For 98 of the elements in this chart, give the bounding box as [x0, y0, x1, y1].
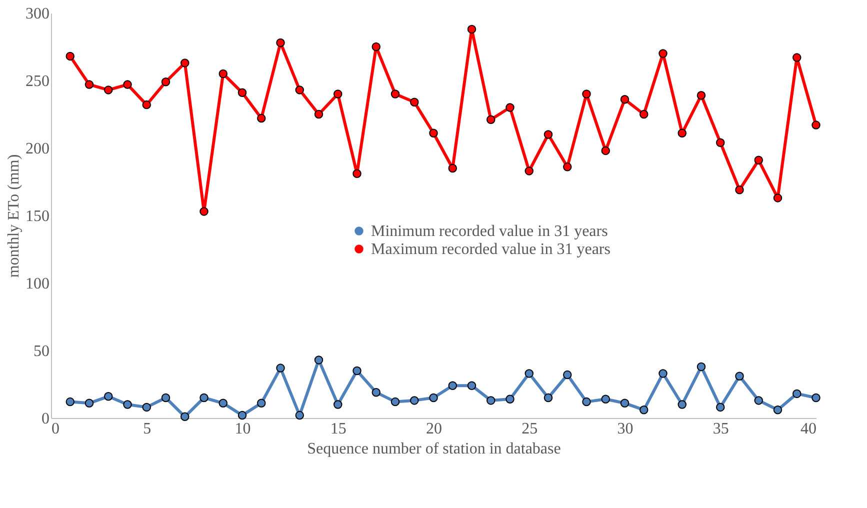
point	[334, 90, 342, 98]
y-tick-label: 250	[26, 73, 50, 90]
point	[276, 364, 285, 372]
point	[314, 356, 324, 364]
point	[276, 38, 285, 48]
point	[104, 392, 113, 401]
y-tick-label: 150	[26, 208, 50, 225]
point	[696, 362, 706, 372]
point	[792, 53, 802, 62]
y-tick-label: 200	[26, 140, 50, 158]
x-tick-label: 15	[330, 420, 346, 438]
point	[257, 114, 266, 123]
point	[161, 393, 170, 402]
x-tick-label: 5	[143, 420, 152, 438]
point	[200, 393, 208, 402]
point	[410, 98, 419, 106]
point	[295, 86, 304, 94]
point	[372, 388, 380, 397]
point	[352, 169, 362, 178]
point	[486, 396, 496, 405]
point	[620, 398, 630, 408]
point	[678, 128, 686, 138]
point	[544, 130, 553, 139]
point	[161, 77, 170, 86]
x-tick-label: 10	[234, 420, 251, 438]
point	[372, 42, 380, 52]
point	[601, 146, 610, 156]
point	[123, 80, 132, 89]
point	[429, 128, 438, 138]
point	[467, 24, 476, 34]
x-tick-label: 25	[522, 420, 538, 438]
x-axis-title: Sequence number of station in database	[307, 440, 561, 458]
point	[486, 115, 496, 124]
point	[735, 372, 744, 381]
point	[773, 194, 782, 202]
point	[352, 366, 362, 376]
point	[104, 86, 113, 94]
point	[696, 90, 706, 100]
point	[448, 164, 457, 173]
point	[295, 410, 304, 420]
y-tick-label: 100	[26, 276, 50, 292]
point	[334, 400, 342, 409]
point	[180, 58, 190, 68]
point	[524, 369, 534, 378]
point	[467, 381, 476, 390]
x-tick-label: 20	[426, 420, 442, 438]
legend-label: Minimum recorded value in 31 years	[371, 223, 608, 240]
point	[640, 406, 648, 414]
point	[142, 402, 151, 412]
point	[678, 400, 686, 409]
point	[620, 95, 630, 104]
point	[200, 207, 208, 216]
point	[735, 185, 744, 194]
point	[429, 393, 438, 402]
point	[544, 393, 553, 402]
point	[773, 406, 782, 414]
point	[812, 393, 820, 402]
point	[390, 397, 400, 406]
point	[238, 410, 247, 420]
point	[448, 381, 457, 390]
point	[658, 369, 668, 378]
point	[582, 397, 591, 406]
point	[754, 396, 763, 405]
point	[716, 402, 725, 412]
y-tick-label: 300	[26, 6, 50, 22]
point	[524, 166, 534, 176]
y-axis-title: monthly ETo (mm)	[6, 154, 22, 278]
point	[506, 103, 514, 112]
point	[142, 100, 151, 110]
point	[180, 412, 190, 422]
point	[238, 88, 247, 98]
point	[601, 394, 610, 404]
point	[84, 80, 94, 89]
point	[410, 396, 419, 405]
point	[812, 120, 820, 130]
point	[218, 69, 228, 78]
point	[314, 110, 324, 119]
point	[640, 110, 648, 119]
point	[66, 397, 74, 406]
x-tick-label: 40	[800, 420, 816, 438]
x-tick-label: 30	[617, 420, 634, 438]
point	[218, 398, 228, 408]
point	[754, 156, 763, 165]
point	[563, 162, 572, 172]
legend-label: Maximum recorded value in 31 years	[371, 241, 610, 258]
point	[792, 389, 802, 398]
point	[582, 90, 591, 98]
point	[506, 394, 514, 404]
point	[257, 398, 266, 408]
point	[123, 400, 132, 409]
point	[658, 49, 668, 58]
point	[84, 398, 94, 408]
point	[66, 52, 74, 61]
point	[716, 138, 725, 147]
point	[563, 370, 572, 380]
y-tick-label: 50	[34, 343, 50, 360]
point	[390, 90, 400, 98]
x-tick-label: 35	[712, 420, 729, 438]
